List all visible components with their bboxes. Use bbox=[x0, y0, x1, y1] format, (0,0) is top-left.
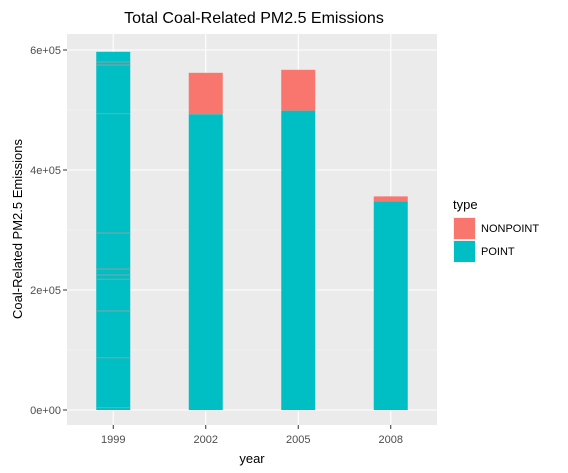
x-axis-title: year bbox=[239, 451, 265, 466]
y-tick-label: 6e+05 bbox=[30, 45, 61, 57]
legend-title: type bbox=[453, 197, 478, 212]
x-tick-label: 2002 bbox=[194, 434, 218, 446]
legend-label-point: POINT bbox=[481, 246, 515, 258]
legend-swatch-nonpoint bbox=[454, 218, 475, 239]
bar-nonpoint-2005 bbox=[281, 69, 316, 111]
y-tick-label: 2e+05 bbox=[30, 285, 61, 297]
x-tick-label: 2008 bbox=[379, 434, 403, 446]
bar-point-1999 bbox=[96, 51, 131, 411]
bar-point-2008 bbox=[373, 201, 408, 410]
x-tick-label: 2005 bbox=[286, 434, 310, 446]
y-tick-label: 4e+05 bbox=[30, 165, 61, 177]
legend-label-nonpoint: NONPOINT bbox=[481, 223, 539, 235]
y-axis-title: Coal-Related PM2.5 Emissions bbox=[10, 139, 25, 319]
y-tick-label: 0e+00 bbox=[30, 405, 61, 417]
bars bbox=[96, 51, 408, 411]
bar-nonpoint-2008 bbox=[373, 196, 408, 202]
x-tick-label: 1999 bbox=[101, 434, 125, 446]
chart-title: Total Coal-Related PM2.5 Emissions bbox=[124, 10, 384, 27]
bar-point-2002 bbox=[188, 114, 223, 410]
bar-point-2005 bbox=[281, 110, 316, 410]
legend-swatch-point bbox=[454, 241, 475, 262]
y-axis: 0e+00 2e+05 4e+05 6e+05 bbox=[30, 45, 67, 417]
bar-nonpoint-2002 bbox=[188, 72, 223, 115]
x-axis: 1999 2002 2005 2008 bbox=[101, 425, 403, 446]
legend: type NONPOINT POINT bbox=[453, 197, 539, 263]
